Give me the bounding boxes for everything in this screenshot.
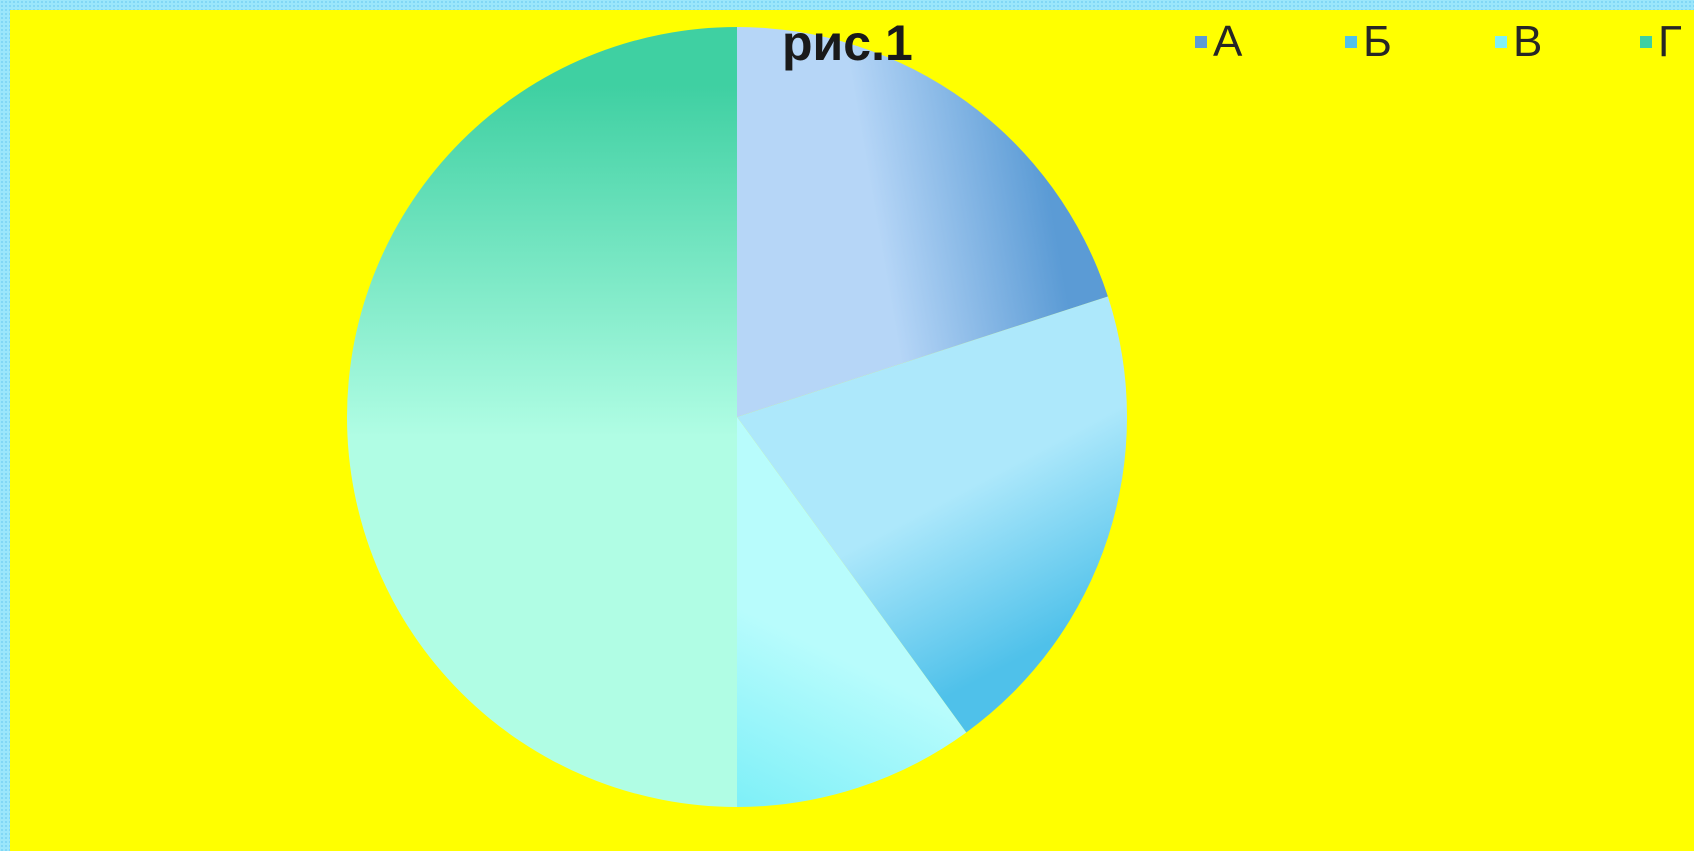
legend-label: Г bbox=[1658, 20, 1682, 64]
legend-label: А bbox=[1213, 20, 1242, 64]
pie-slice-4 bbox=[347, 27, 737, 807]
legend-item-2: Б bbox=[1345, 20, 1392, 64]
legend-item-4: Г bbox=[1640, 20, 1682, 64]
legend-swatch bbox=[1195, 36, 1207, 48]
pie-slices bbox=[347, 27, 1127, 807]
legend-item-3: В bbox=[1495, 20, 1542, 64]
legend-swatch bbox=[1495, 36, 1507, 48]
legend-swatch bbox=[1640, 36, 1652, 48]
legend-label: Б bbox=[1363, 20, 1392, 64]
legend-label: В bbox=[1513, 20, 1542, 64]
legend-swatch bbox=[1345, 36, 1357, 48]
legend-item-1: А bbox=[1195, 20, 1242, 64]
chart-title: рис.1 bbox=[782, 18, 913, 68]
